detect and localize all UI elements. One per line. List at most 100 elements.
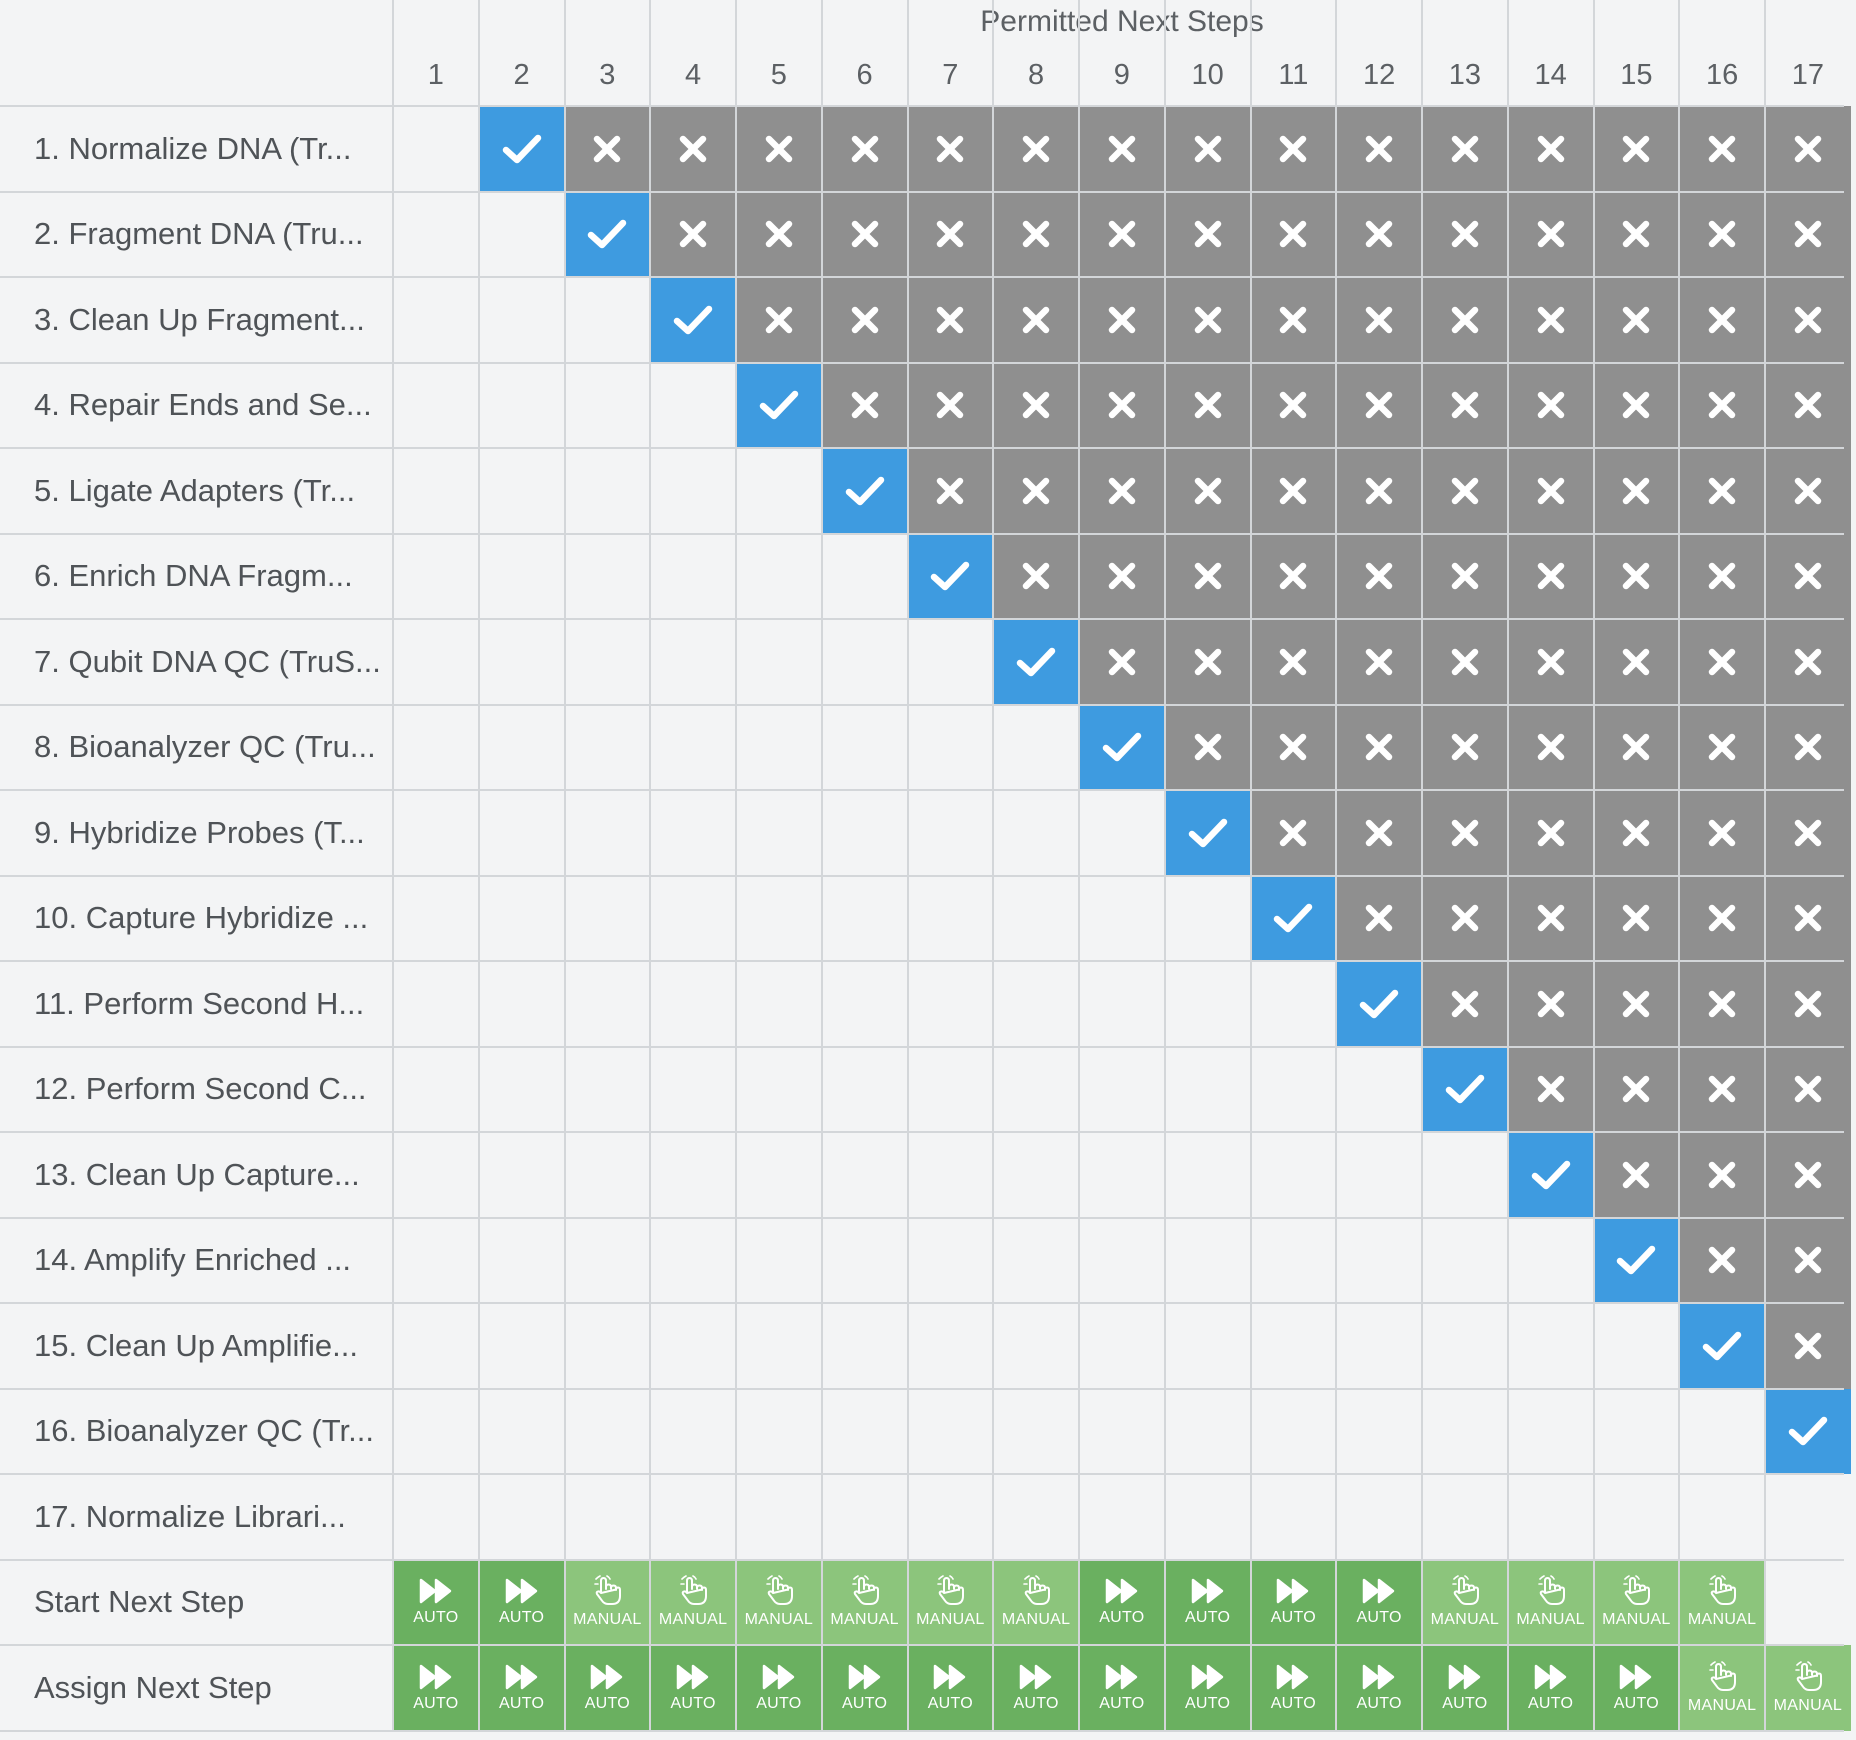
transition-blocked-cell[interactable] xyxy=(1593,191,1680,277)
transition-allowed-cell[interactable] xyxy=(1765,1388,1851,1474)
assign-next-step-mode-button[interactable]: AUTO xyxy=(1079,1645,1165,1731)
transition-blocked-cell[interactable] xyxy=(1250,448,1337,534)
transition-allowed-cell[interactable] xyxy=(1507,1132,1594,1218)
transition-blocked-cell[interactable] xyxy=(1250,106,1337,192)
transition-blocked-cell[interactable] xyxy=(1079,106,1165,192)
assign-next-step-mode-button[interactable]: AUTO xyxy=(650,1645,736,1731)
assign-next-step-mode-button[interactable]: AUTO xyxy=(393,1645,479,1731)
transition-blocked-cell[interactable] xyxy=(1679,1217,1765,1303)
transition-blocked-cell[interactable] xyxy=(1336,106,1422,192)
start-next-step-mode-button[interactable]: MANUAL xyxy=(993,1559,1079,1645)
transition-blocked-cell[interactable] xyxy=(1079,619,1165,705)
transition-blocked-cell[interactable] xyxy=(1422,448,1508,534)
transition-blocked-cell[interactable] xyxy=(1336,875,1422,961)
transition-blocked-cell[interactable] xyxy=(1422,191,1508,277)
transition-blocked-cell[interactable] xyxy=(1336,704,1422,790)
start-next-step-mode-button[interactable]: AUTO xyxy=(393,1559,479,1645)
transition-allowed-cell[interactable] xyxy=(564,191,651,277)
transition-blocked-cell[interactable] xyxy=(1250,191,1337,277)
assign-next-step-mode-button[interactable]: AUTO xyxy=(478,1645,565,1731)
transition-blocked-cell[interactable] xyxy=(1507,448,1594,534)
transition-blocked-cell[interactable] xyxy=(1422,362,1508,448)
transition-blocked-cell[interactable] xyxy=(1422,106,1508,192)
transition-blocked-cell[interactable] xyxy=(821,362,908,448)
transition-allowed-cell[interactable] xyxy=(993,619,1079,705)
transition-blocked-cell[interactable] xyxy=(821,191,908,277)
transition-blocked-cell[interactable] xyxy=(1164,191,1251,277)
start-next-step-mode-button[interactable]: AUTO xyxy=(1079,1559,1165,1645)
transition-blocked-cell[interactable] xyxy=(1679,277,1765,363)
transition-blocked-cell[interactable] xyxy=(1336,277,1422,363)
transition-blocked-cell[interactable] xyxy=(1765,961,1851,1047)
transition-blocked-cell[interactable] xyxy=(907,448,994,534)
transition-blocked-cell[interactable] xyxy=(1422,790,1508,876)
transition-blocked-cell[interactable] xyxy=(650,191,736,277)
start-next-step-mode-button[interactable]: MANUAL xyxy=(1422,1559,1508,1645)
transition-blocked-cell[interactable] xyxy=(1679,1132,1765,1218)
transition-allowed-cell[interactable] xyxy=(1079,704,1165,790)
transition-blocked-cell[interactable] xyxy=(1507,875,1594,961)
assign-next-step-mode-button[interactable]: AUTO xyxy=(1593,1645,1680,1731)
transition-blocked-cell[interactable] xyxy=(1593,533,1680,619)
transition-blocked-cell[interactable] xyxy=(1765,362,1851,448)
transition-blocked-cell[interactable] xyxy=(1422,704,1508,790)
transition-allowed-cell[interactable] xyxy=(1250,875,1337,961)
transition-blocked-cell[interactable] xyxy=(1765,448,1851,534)
transition-blocked-cell[interactable] xyxy=(1507,790,1594,876)
transition-blocked-cell[interactable] xyxy=(1679,533,1765,619)
start-next-step-mode-button[interactable]: MANUAL xyxy=(650,1559,736,1645)
start-next-step-mode-button[interactable]: AUTO xyxy=(1164,1559,1251,1645)
start-next-step-mode-button[interactable]: MANUAL xyxy=(1679,1559,1765,1645)
transition-blocked-cell[interactable] xyxy=(1593,961,1680,1047)
transition-blocked-cell[interactable] xyxy=(1507,533,1594,619)
transition-blocked-cell[interactable] xyxy=(1593,106,1680,192)
assign-next-step-mode-button[interactable]: MANUAL xyxy=(1679,1645,1765,1731)
transition-blocked-cell[interactable] xyxy=(1164,448,1251,534)
transition-blocked-cell[interactable] xyxy=(1765,277,1851,363)
assign-next-step-mode-button[interactable]: AUTO xyxy=(1250,1645,1337,1731)
transition-blocked-cell[interactable] xyxy=(1336,448,1422,534)
transition-blocked-cell[interactable] xyxy=(1164,704,1251,790)
transition-blocked-cell[interactable] xyxy=(1593,1132,1680,1218)
transition-blocked-cell[interactable] xyxy=(1679,106,1765,192)
assign-next-step-mode-button[interactable]: AUTO xyxy=(1164,1645,1251,1731)
transition-blocked-cell[interactable] xyxy=(1679,790,1765,876)
transition-allowed-cell[interactable] xyxy=(1679,1303,1765,1389)
start-next-step-mode-button[interactable]: MANUAL xyxy=(1593,1559,1680,1645)
transition-blocked-cell[interactable] xyxy=(1422,961,1508,1047)
transition-blocked-cell[interactable] xyxy=(1250,619,1337,705)
transition-blocked-cell[interactable] xyxy=(1079,448,1165,534)
start-next-step-mode-button[interactable]: MANUAL xyxy=(736,1559,822,1645)
start-next-step-mode-button[interactable]: MANUAL xyxy=(1507,1559,1594,1645)
transition-blocked-cell[interactable] xyxy=(1765,191,1851,277)
transition-blocked-cell[interactable] xyxy=(1507,619,1594,705)
transition-blocked-cell[interactable] xyxy=(564,106,651,192)
transition-blocked-cell[interactable] xyxy=(1507,106,1594,192)
transition-allowed-cell[interactable] xyxy=(478,106,565,192)
transition-blocked-cell[interactable] xyxy=(1336,619,1422,705)
transition-blocked-cell[interactable] xyxy=(736,191,822,277)
transition-blocked-cell[interactable] xyxy=(1507,362,1594,448)
transition-allowed-cell[interactable] xyxy=(907,533,994,619)
transition-blocked-cell[interactable] xyxy=(907,362,994,448)
transition-blocked-cell[interactable] xyxy=(1164,277,1251,363)
transition-blocked-cell[interactable] xyxy=(1250,704,1337,790)
transition-blocked-cell[interactable] xyxy=(1422,533,1508,619)
transition-allowed-cell[interactable] xyxy=(650,277,736,363)
start-next-step-mode-button[interactable]: AUTO xyxy=(1250,1559,1337,1645)
transition-blocked-cell[interactable] xyxy=(1679,875,1765,961)
start-next-step-mode-button[interactable]: MANUAL xyxy=(821,1559,908,1645)
transition-blocked-cell[interactable] xyxy=(1079,362,1165,448)
transition-blocked-cell[interactable] xyxy=(1593,790,1680,876)
transition-blocked-cell[interactable] xyxy=(993,362,1079,448)
transition-blocked-cell[interactable] xyxy=(1765,106,1851,192)
transition-blocked-cell[interactable] xyxy=(1336,191,1422,277)
transition-blocked-cell[interactable] xyxy=(1164,106,1251,192)
transition-blocked-cell[interactable] xyxy=(1079,533,1165,619)
transition-allowed-cell[interactable] xyxy=(1593,1217,1680,1303)
transition-blocked-cell[interactable] xyxy=(1250,533,1337,619)
transition-blocked-cell[interactable] xyxy=(1593,277,1680,363)
transition-blocked-cell[interactable] xyxy=(907,106,994,192)
transition-blocked-cell[interactable] xyxy=(1164,362,1251,448)
transition-blocked-cell[interactable] xyxy=(1336,533,1422,619)
